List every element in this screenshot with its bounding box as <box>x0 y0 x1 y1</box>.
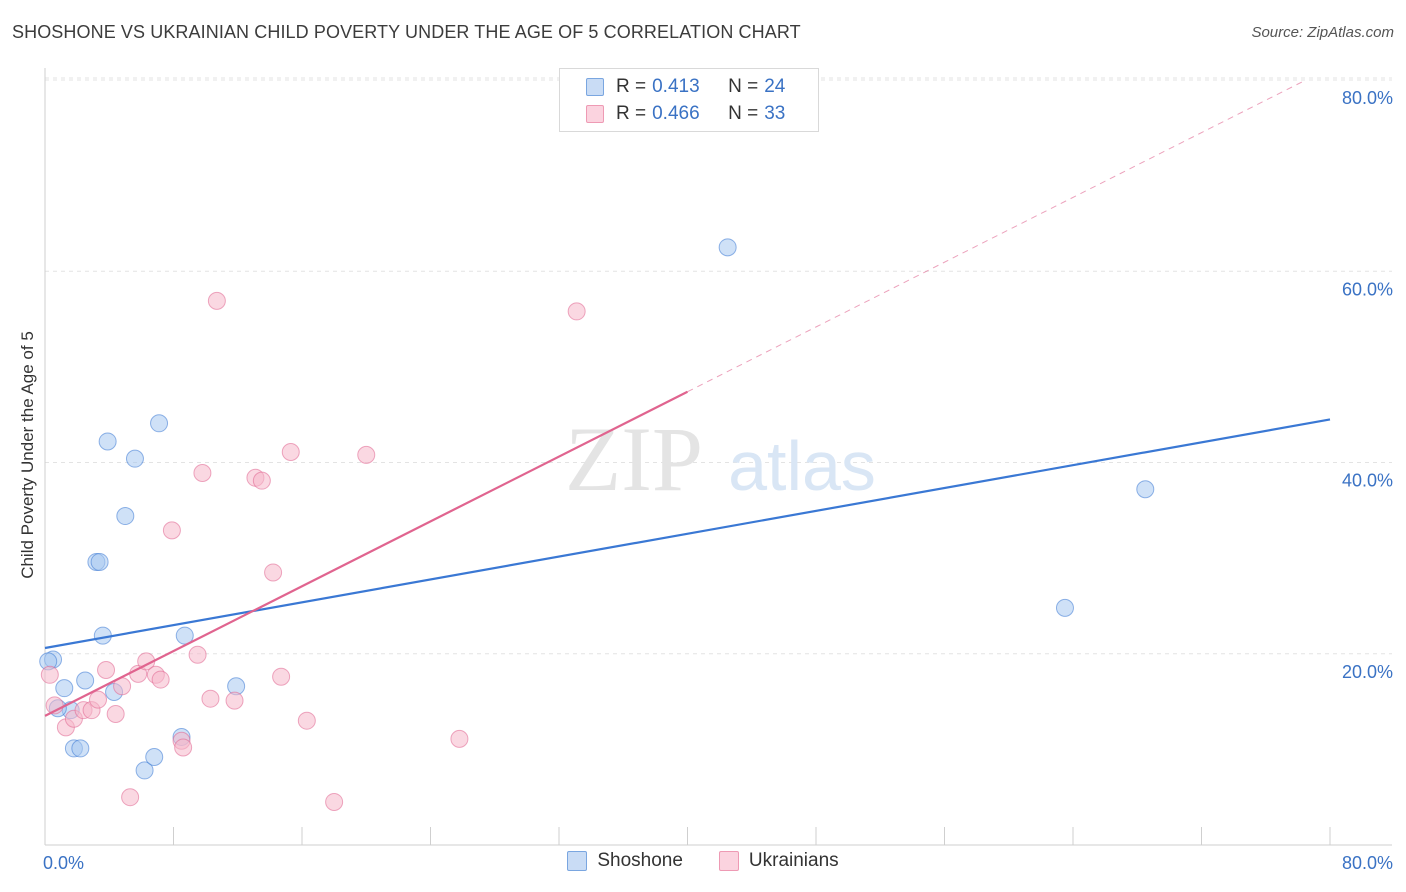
point-shoshone-17 <box>175 626 194 645</box>
legend-item-shoshone[interactable]: Shoshone <box>567 850 683 872</box>
legend-label-shoshone: Shoshone <box>597 850 683 871</box>
point-ukrainians-25 <box>264 563 283 582</box>
point-ukrainians-32 <box>567 302 586 321</box>
trendline-ukrainians <box>44 390 688 717</box>
grid-lines <box>45 77 1392 655</box>
n-value: 33 <box>764 103 786 124</box>
r-value: 0.413 <box>652 76 700 97</box>
point-shoshone-12 <box>125 449 144 468</box>
x-tick-label-0: 0.0% <box>43 853 84 873</box>
point-ukrainians-24 <box>252 471 271 490</box>
legend-label-ukrainians: Ukrainians <box>748 850 839 871</box>
tick-labels: 20.0% 40.0% 60.0% 80.0% 0.0% 80.0% <box>43 88 1393 873</box>
point-shoshone-15 <box>150 414 169 433</box>
point-ukrainians-31 <box>450 729 469 748</box>
n-label: N = <box>728 76 759 97</box>
chart-title: SHOSHONE VS UKRAINIAN CHILD POVERTY UNDE… <box>12 22 801 42</box>
r-value: 0.466 <box>652 103 700 124</box>
point-ukrainians-26 <box>272 667 291 686</box>
data-points <box>39 238 1155 811</box>
point-shoshone-11 <box>116 507 135 526</box>
point-shoshone-5 <box>76 671 95 690</box>
point-shoshone-14 <box>145 748 164 767</box>
y-tick-label-0: 20.0% <box>1342 662 1393 682</box>
point-ukrainians-6 <box>89 690 108 709</box>
x-tick-label-1: 80.0% <box>1342 853 1393 873</box>
point-ukrainians-14 <box>151 670 170 689</box>
point-ukrainians-28 <box>297 711 316 730</box>
trend-lines <box>44 79 1331 717</box>
point-shoshone-7 <box>90 552 109 571</box>
point-ukrainians-30 <box>357 445 376 464</box>
trendline-extension-ukrainians <box>687 79 1307 393</box>
point-ukrainians-21 <box>207 291 226 310</box>
series-legend: Shoshone Ukrainians <box>0 850 1406 872</box>
point-shoshone-20 <box>1055 598 1074 617</box>
source-label: Source: ZipAtlas.com <box>1251 24 1394 41</box>
axes <box>44 68 1392 846</box>
point-ukrainians-19 <box>193 464 212 483</box>
point-shoshone-9 <box>98 432 117 451</box>
point-ukrainians-7 <box>97 661 116 680</box>
point-ukrainians-0 <box>40 665 59 684</box>
swatch-shoshone <box>586 78 604 96</box>
point-shoshone-13 <box>135 761 154 780</box>
point-ukrainians-20 <box>201 689 220 708</box>
point-shoshone-4 <box>71 739 90 758</box>
point-ukrainians-17 <box>174 738 193 757</box>
point-ukrainians-15 <box>162 521 181 540</box>
stats-legend: R = 0.413 N = 24 R = 0.466 N = 33 <box>559 68 819 132</box>
n-label: N = <box>728 103 759 124</box>
y-tick-label-3: 80.0% <box>1342 88 1393 108</box>
point-shoshone-19 <box>718 238 737 257</box>
point-ukrainians-10 <box>121 788 140 807</box>
r-label: R = <box>616 76 647 97</box>
watermark-atlas: atlas <box>728 427 876 505</box>
point-ukrainians-29 <box>325 792 344 811</box>
stats-row-ukrainians: R = 0.466 N = 33 <box>586 101 785 127</box>
point-shoshone-1 <box>55 679 74 698</box>
swatch-ukrainians <box>586 105 604 123</box>
n-value: 24 <box>764 76 786 97</box>
point-ukrainians-8 <box>106 704 125 723</box>
point-ukrainians-22 <box>225 691 244 710</box>
watermark-zip: ZIP <box>565 408 703 510</box>
watermark: ZIP atlas <box>565 408 876 510</box>
point-ukrainians-27 <box>281 442 300 461</box>
trendline-shoshone <box>44 418 1331 650</box>
legend-swatch-ukrainians <box>718 851 739 871</box>
stats-row-shoshone: R = 0.413 N = 24 <box>586 74 785 100</box>
legend-swatch-shoshone <box>567 851 588 871</box>
r-label: R = <box>616 103 647 124</box>
legend-item-ukrainians[interactable]: Ukrainians <box>718 850 839 872</box>
point-shoshone-21 <box>1136 480 1155 499</box>
y-tick-label-1: 40.0% <box>1342 471 1393 491</box>
y-tick-label-2: 60.0% <box>1342 279 1393 299</box>
point-ukrainians-18 <box>188 645 207 664</box>
